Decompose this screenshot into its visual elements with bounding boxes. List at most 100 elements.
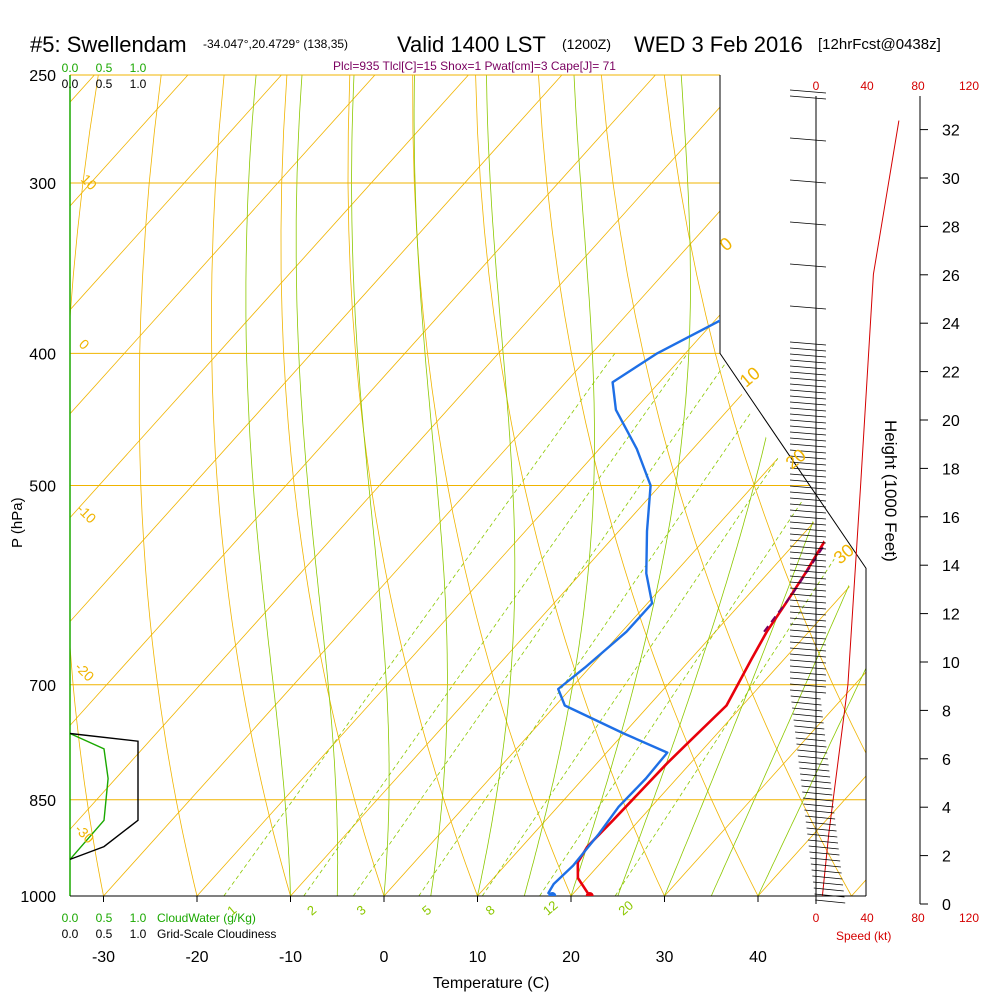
wind-barb (815, 899, 846, 904)
moist-adiabat-line (245, 75, 291, 896)
valid-time: Valid 1400 LST (397, 32, 546, 57)
isotherm-label: 0 (76, 336, 93, 353)
mixing-ratio-line (352, 353, 733, 896)
pressure-tick-label: 500 (29, 479, 56, 496)
dry-adiabat-line (916, 75, 1000, 896)
wind-barb (789, 533, 827, 538)
wind-barb (789, 539, 827, 544)
height-tick-label: 22 (942, 365, 960, 382)
dry-adiabat-line (601, 75, 852, 896)
wind-barb (789, 689, 827, 694)
wind-barb (800, 773, 831, 778)
wind-barb (789, 647, 827, 652)
surface-temperature-point (585, 892, 594, 896)
height-axis-label: Height (1000 Feet) (881, 420, 900, 562)
dry-adiabat-line (347, 75, 478, 896)
moist-adiabat-line (523, 75, 595, 896)
hodograph-boundary (719, 75, 867, 896)
x-tick-label: 30 (656, 949, 674, 966)
height-tick-label: 12 (942, 607, 960, 624)
wind-barb (810, 857, 841, 862)
mixing-ratio-line (303, 353, 688, 896)
surface-dewpoint-point (548, 892, 557, 896)
cloudwater-tick-top: 1.0 (130, 61, 147, 75)
wind-barb (789, 347, 827, 352)
wind-barb (801, 785, 832, 790)
wind-barb (807, 839, 839, 844)
wind-barb (789, 425, 827, 430)
pressure-tick-label: 300 (29, 176, 56, 193)
wind-barb (789, 575, 827, 580)
wind-barb (789, 467, 827, 472)
y-axis-label: P (hPa) (9, 497, 26, 548)
wind-panel (789, 89, 900, 904)
wind-barb (789, 95, 827, 100)
x-tick-label: -10 (279, 949, 302, 966)
wind-barb (790, 695, 821, 700)
isotherm-label: 10 (78, 171, 100, 193)
wind-barb (806, 827, 837, 832)
wind-barb (789, 461, 827, 466)
dry-adiabat-label: 0 (716, 233, 737, 255)
mixing-ratio-line (223, 353, 616, 896)
sounding-series (547, 108, 866, 896)
wind-barb (789, 623, 827, 628)
mixing-ratio-label: 5 (419, 902, 434, 918)
wind-barb (789, 569, 827, 574)
height-tick-label: 16 (942, 510, 960, 527)
height-tick-label: 28 (942, 219, 960, 236)
speed-tick-bottom: 0 (813, 911, 820, 925)
wind-barb (799, 767, 830, 772)
cloudwater-tick-bottom: 1.0 (130, 911, 147, 925)
wind-barb (789, 413, 827, 418)
cloudwater-tick-bottom: 0.0 (62, 911, 79, 925)
wind-barb (811, 869, 842, 874)
height-tick-label: 26 (942, 268, 960, 285)
wind-barb (808, 845, 839, 850)
station-coords: -34.047°,20.4729° (138,35) (203, 37, 348, 51)
wind-barb (795, 731, 826, 736)
speed-tick-bottom: 40 (860, 911, 874, 925)
mixing-ratio-line (418, 353, 792, 896)
station-title: #5: Swellendam (30, 32, 187, 57)
wind-barb (810, 863, 841, 868)
wind-barb (789, 449, 827, 454)
x-tick-label: 20 (562, 949, 580, 966)
wind-barb (805, 815, 836, 820)
wind-barb (791, 701, 822, 706)
isotherm-line (0, 75, 1, 896)
dry-adiabat-label: 10 (736, 363, 764, 391)
isotherm-line (945, 75, 1000, 896)
wind-barb (789, 305, 827, 310)
cloudwater-label: CloudWater (g/Kg) (157, 911, 256, 925)
series-temperature (576, 108, 866, 896)
height-tick-label: 2 (942, 849, 951, 866)
dry-adiabat-label: 30 (830, 540, 858, 568)
wind-barb (795, 737, 826, 742)
wind-barb (792, 707, 823, 712)
wind-barb (789, 431, 827, 436)
series-parcel (763, 496, 857, 633)
cloudiness-line (69, 732, 139, 861)
wind-barb (789, 599, 827, 604)
x-tick-label: 40 (749, 949, 767, 966)
wind-barb (789, 371, 827, 376)
wind-barb (789, 491, 827, 496)
wind-barb (813, 887, 844, 892)
cloud-panel (69, 732, 139, 861)
dry-adiabat-line (475, 75, 665, 896)
x-tick-label: 10 (469, 949, 487, 966)
wind-barb (789, 605, 827, 610)
wind-barb (789, 401, 827, 406)
speed-tick-top: 120 (959, 79, 979, 93)
cloudiness-tick-top: 0.0 (62, 77, 79, 91)
isotherm-line (70, 75, 376, 896)
mixing-ratio-label: 2 (304, 902, 319, 918)
wind-barb (789, 563, 827, 568)
wind-speed-line (821, 120, 900, 897)
mixing-ratio-label: 8 (483, 902, 498, 918)
dry-adiabat-line (979, 75, 1000, 896)
valid-utc: (1200Z) (562, 36, 611, 52)
isotherm-line (570, 75, 866, 896)
